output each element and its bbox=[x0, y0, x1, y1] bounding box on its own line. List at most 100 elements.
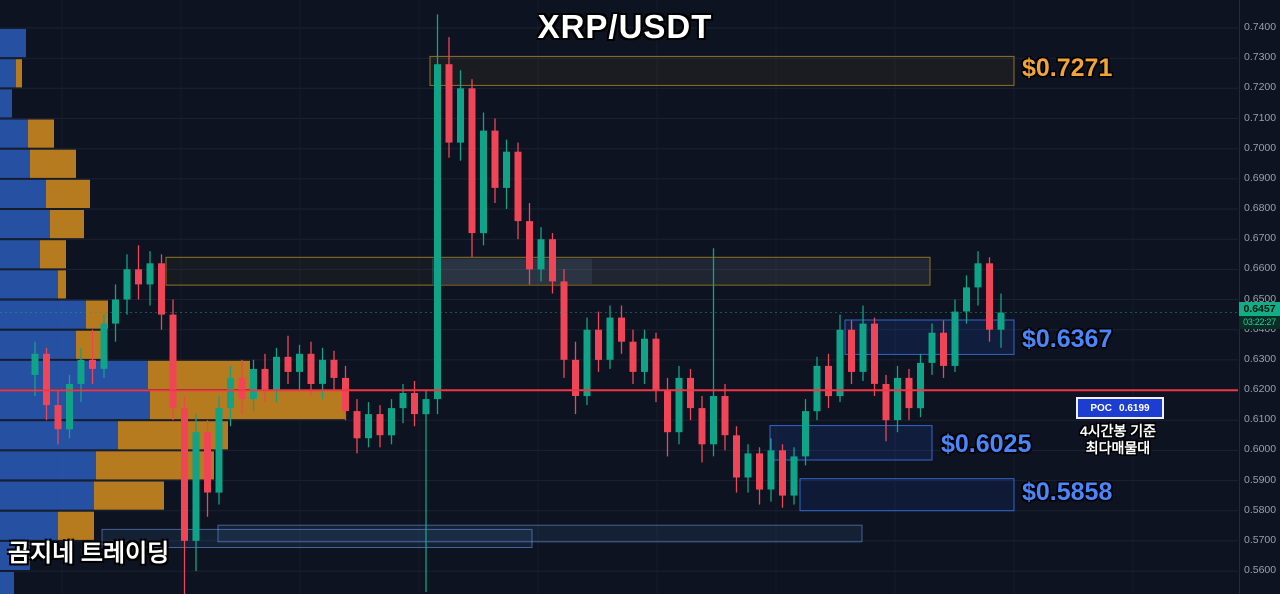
volume-profile-bar-orange bbox=[16, 59, 22, 88]
candle-body bbox=[779, 450, 786, 496]
candle-body bbox=[813, 365, 821, 412]
candle-body bbox=[514, 151, 522, 222]
volume-profile-bar-blue bbox=[0, 240, 40, 269]
price-axis-label: 0.6000 bbox=[1244, 443, 1277, 456]
candle-body bbox=[250, 368, 257, 400]
zone-strip-lower[interactable] bbox=[101, 528, 533, 549]
poc-value: 0.6199 bbox=[1119, 402, 1150, 414]
price-axis-label: 0.6700 bbox=[1244, 232, 1277, 245]
candle-body bbox=[238, 377, 246, 399]
poc-title: POC bbox=[1090, 402, 1113, 414]
candle-body bbox=[790, 456, 798, 496]
poc-label[interactable]: POC 0.6199 bbox=[1076, 397, 1164, 419]
candle-body bbox=[434, 64, 441, 400]
candle-body bbox=[721, 396, 729, 436]
candle-body bbox=[411, 393, 418, 415]
volume-profile-bar-blue bbox=[0, 270, 58, 299]
price-axis-label: 0.5800 bbox=[1244, 503, 1277, 516]
candle-body bbox=[606, 317, 614, 360]
candle-body bbox=[480, 130, 487, 234]
candle-body bbox=[802, 411, 809, 457]
note-line1: 4시간봉 기준 bbox=[1079, 423, 1157, 439]
candle-body bbox=[618, 317, 625, 342]
candle-body bbox=[43, 353, 50, 406]
candle-body bbox=[974, 263, 982, 288]
volume-profile-bar-blue bbox=[0, 360, 148, 389]
candle-body bbox=[940, 332, 947, 366]
candle-body bbox=[468, 88, 476, 234]
volume-profile-bar-blue bbox=[0, 481, 94, 510]
volume-profile-bar-orange bbox=[76, 330, 104, 359]
candle-body bbox=[710, 396, 717, 445]
volume-profile-bar-blue bbox=[0, 300, 86, 329]
candle-body bbox=[307, 353, 315, 384]
candle-body bbox=[871, 323, 878, 384]
candle-body bbox=[31, 353, 39, 375]
candle-body bbox=[652, 338, 660, 390]
candle-body bbox=[204, 432, 211, 493]
price-axis-label: 0.5600 bbox=[1244, 564, 1277, 577]
price-axis-label: 0.7200 bbox=[1244, 81, 1277, 94]
price-axis-label: 0.6100 bbox=[1244, 413, 1277, 426]
volume-profile-bar-orange bbox=[86, 300, 108, 329]
candle-body bbox=[526, 221, 533, 270]
price-axis-label: 0.7000 bbox=[1244, 141, 1277, 154]
candle-body bbox=[560, 281, 568, 360]
zone-range-066-fill2[interactable] bbox=[432, 258, 592, 285]
price-axis-label: 0.7400 bbox=[1244, 21, 1277, 33]
candle-body bbox=[342, 377, 349, 412]
candle-body bbox=[192, 432, 200, 541]
candle-body bbox=[330, 359, 338, 378]
candle-body bbox=[698, 408, 706, 445]
volume-profile-bar-blue bbox=[0, 149, 30, 178]
price-axis-label: 0.6300 bbox=[1244, 352, 1277, 365]
price-axis-label: 0.7300 bbox=[1244, 51, 1277, 64]
price-level-label[interactable]: $0.5858 bbox=[1022, 478, 1113, 506]
price-axis-label: 0.6200 bbox=[1244, 383, 1277, 396]
price-axis-label: 0.6800 bbox=[1244, 202, 1277, 215]
candle-body bbox=[158, 263, 165, 315]
candle-body bbox=[376, 414, 384, 436]
volume-profile-bar-blue bbox=[0, 89, 12, 118]
candle-body bbox=[146, 263, 154, 285]
zone-demand-0602[interactable] bbox=[769, 425, 933, 461]
volume-profile-bar-orange bbox=[40, 240, 66, 269]
candle-body bbox=[572, 359, 579, 396]
candle-body bbox=[89, 359, 96, 369]
candle-body bbox=[353, 411, 361, 439]
symbol-title: XRP/USDT bbox=[537, 8, 713, 45]
candle-body bbox=[917, 362, 924, 409]
volume-profile-bar-blue bbox=[0, 119, 28, 148]
candle-body bbox=[503, 151, 510, 188]
price-level-label[interactable]: $0.6025 bbox=[941, 430, 1032, 458]
candle-body bbox=[135, 269, 142, 285]
volume-profile-bar-orange bbox=[148, 360, 250, 389]
price-axis[interactable]: 0.7400 0.7300 0.7200 0.7100 0.7000 0.6900 0.68… bbox=[1239, 0, 1280, 594]
note-line2: 최다매물대 bbox=[1085, 440, 1151, 456]
candle-body bbox=[595, 329, 602, 360]
candle-body bbox=[365, 414, 372, 439]
price-axis-label: 0.6500 bbox=[1244, 292, 1277, 305]
candle-body bbox=[986, 263, 993, 330]
price-axis-label: 0.6600 bbox=[1244, 262, 1277, 275]
zone-range-066[interactable] bbox=[165, 256, 931, 286]
candle-body bbox=[181, 408, 188, 541]
candle-body bbox=[859, 323, 867, 372]
candle-body bbox=[641, 338, 648, 372]
volume-profile-bar-orange bbox=[118, 421, 228, 450]
zone-range-066-fill[interactable] bbox=[432, 258, 930, 285]
candle-body bbox=[549, 239, 556, 282]
price-level-label[interactable]: $0.7271 bbox=[1022, 54, 1113, 82]
candle-body bbox=[261, 368, 269, 390]
price-level-label[interactable]: $0.6367 bbox=[1022, 325, 1113, 353]
zone-supply-0727[interactable] bbox=[429, 55, 1015, 86]
candle-body bbox=[537, 239, 545, 270]
candle-countdown: 03:22:27 bbox=[1239, 316, 1280, 329]
candle-body bbox=[100, 323, 108, 369]
candle-body bbox=[756, 453, 763, 490]
volume-profile-bar-blue bbox=[0, 572, 14, 594]
zone-demand-0585[interactable] bbox=[799, 478, 1015, 512]
candle-body bbox=[227, 377, 234, 409]
volume-note[interactable]: 4시간봉 기준 최다매물대 bbox=[1080, 423, 1156, 457]
